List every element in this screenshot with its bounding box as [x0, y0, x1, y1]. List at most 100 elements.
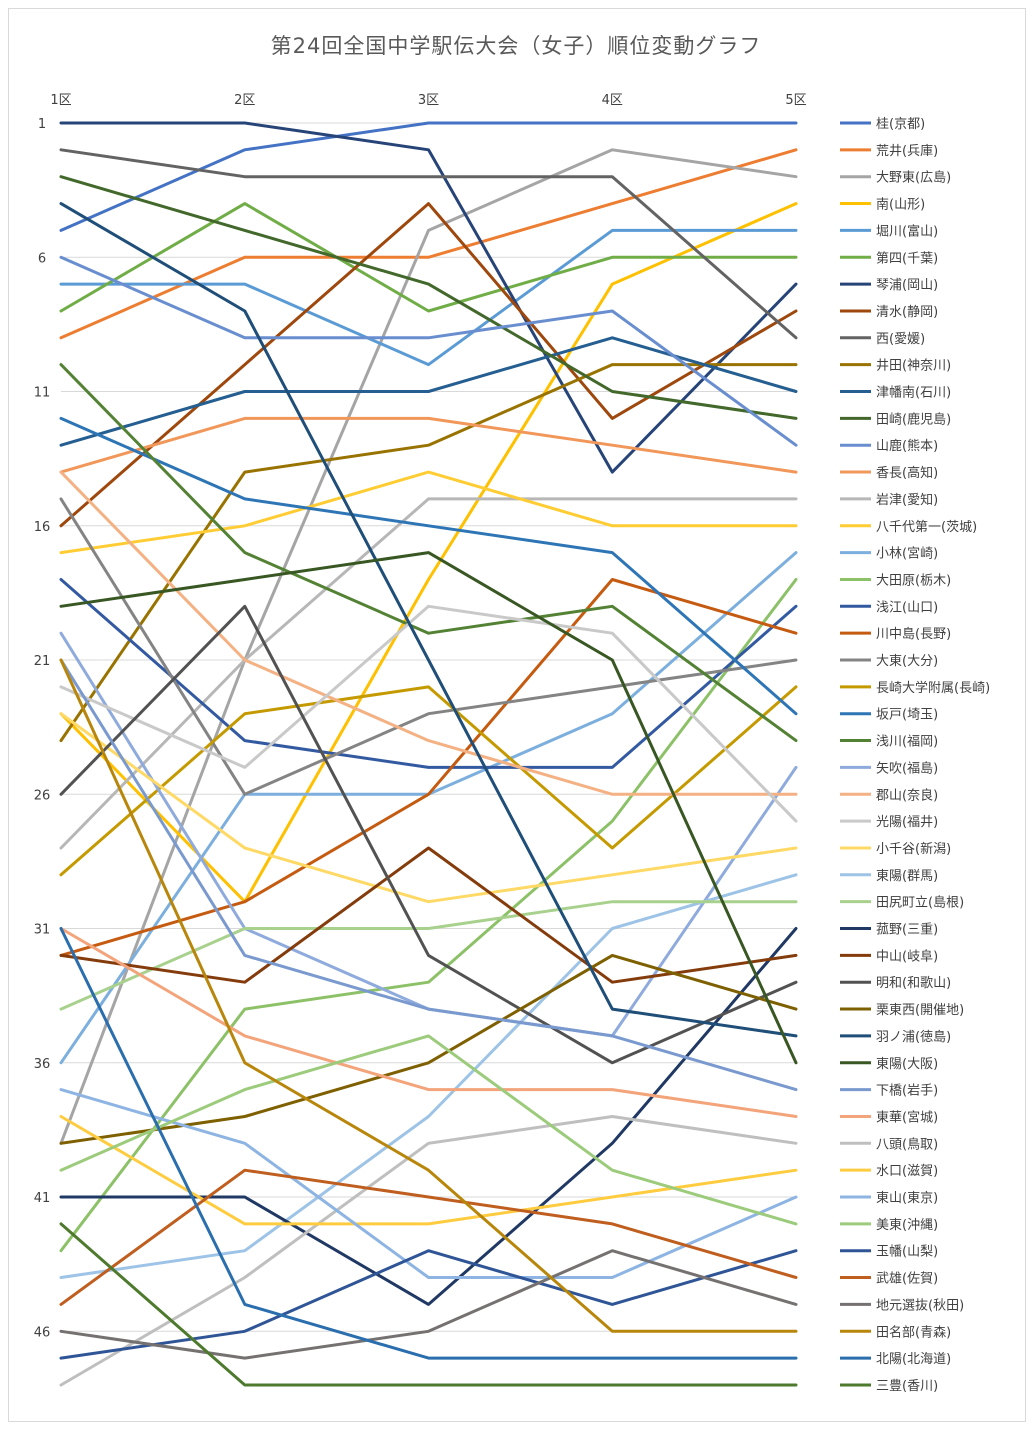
series-line	[59, 470, 798, 555]
legend-label: 荒井(兵庫)	[876, 144, 938, 159]
series-line	[59, 578, 798, 1253]
legend-label: 小千谷(新潟)	[876, 841, 951, 857]
legend-entry: 長崎大学附属(長崎)	[840, 680, 990, 696]
legend-label: 三豊(香川)	[876, 1379, 938, 1394]
series-line	[59, 497, 798, 796]
legend-label: 津幡南(石川)	[876, 385, 951, 401]
y-tick-label: 46	[34, 1325, 51, 1340]
legend-label: 長崎大学附属(長崎)	[876, 680, 990, 696]
series-line	[59, 121, 798, 474]
series-line	[59, 604, 798, 1065]
series-line	[59, 416, 798, 474]
legend-entry: 浅川(福岡)	[840, 735, 938, 750]
legend-entry: 坂戸(埼玉)	[840, 708, 938, 723]
legend-label: 地元選抜(秋田)	[876, 1297, 964, 1313]
legend-entry: 三豊(香川)	[840, 1379, 938, 1394]
series-line	[59, 1249, 798, 1360]
legend-label: 矢吹(福島)	[876, 761, 938, 776]
legend-entry: 郡山(奈良)	[840, 787, 938, 803]
legend-label: 香長(高知)	[876, 465, 938, 481]
series-line	[59, 1034, 798, 1226]
legend-label: 東陽(群馬)	[876, 868, 938, 884]
series-line	[59, 712, 798, 904]
legend-label: 北陽(北海道)	[876, 1352, 951, 1367]
legend-label: 坂戸(埼玉)	[876, 708, 938, 723]
series-line	[59, 1249, 798, 1360]
legend-entry: 北陽(北海道)	[840, 1352, 951, 1367]
legend-label: 浅江(山口)	[876, 600, 938, 615]
legend-entry: 津幡南(石川)	[840, 385, 951, 401]
series-line	[59, 202, 798, 1038]
legend-entry: 西(愛媛)	[840, 332, 925, 347]
legend-entry: 小千谷(新潟)	[840, 841, 951, 857]
series-line	[59, 1088, 798, 1279]
legend-entry: 中山(岐阜)	[840, 948, 938, 964]
series-line	[59, 363, 798, 743]
legend-entry: 香長(高知)	[840, 465, 938, 481]
legend-label: 郡山(奈良)	[876, 787, 938, 803]
legend-entry: 栗東西(開催地)	[840, 1002, 964, 1018]
y-tick-label: 41	[34, 1191, 51, 1206]
legend-entry: 第四(千葉)	[840, 251, 938, 266]
legend-label: 八頭(鳥取)	[876, 1137, 938, 1152]
series-line	[59, 202, 798, 528]
legend-entry: 井田(神奈川)	[840, 359, 951, 374]
x-axis-tick-labels: 1区 2区 3区 4区 5区	[50, 93, 806, 108]
legend-label: 水口(滋賀)	[876, 1164, 938, 1179]
y-tick-label: 26	[34, 788, 51, 803]
y-tick-label: 36	[34, 1057, 51, 1072]
legend-label: 田崎(鹿児島)	[876, 411, 951, 427]
legend-label: 山鹿(熊本)	[876, 438, 938, 454]
series-line	[59, 578, 798, 769]
legend-entry: 桂(京都)	[840, 117, 925, 132]
series-line	[59, 551, 798, 1065]
y-tick-label: 16	[34, 520, 51, 535]
legend-label: 栗東西(開催地)	[876, 1002, 964, 1018]
legend-label: 東陽(大阪)	[876, 1056, 938, 1072]
series-line	[59, 927, 798, 1360]
legend-entry: 大東(大分)	[840, 653, 938, 669]
series-line	[59, 873, 798, 1279]
x-tick-label: 5区	[785, 93, 806, 108]
legend-label: 羽ノ浦(徳島)	[876, 1030, 951, 1045]
legend-entry: 小林(宮崎)	[840, 546, 938, 562]
y-tick-label: 6	[38, 251, 46, 266]
legend-label: 田名部(青森)	[876, 1324, 951, 1340]
legend-entry: 水口(滋賀)	[840, 1164, 938, 1179]
legend-label: 西(愛媛)	[876, 332, 925, 347]
legend-entry: 堀川(富山)	[840, 223, 938, 239]
series-line	[59, 497, 798, 850]
legend-label: 川中島(長野)	[876, 627, 951, 642]
series-line	[59, 1222, 798, 1387]
legend-label: 東山(東京)	[876, 1190, 938, 1206]
legend-entry: 八頭(鳥取)	[840, 1137, 938, 1152]
series-line	[59, 416, 798, 716]
x-tick-label: 2区	[234, 93, 255, 108]
series-line	[59, 900, 798, 1011]
legend-label: 大東(大分)	[876, 653, 938, 669]
legend-entry: 浅江(山口)	[840, 600, 938, 615]
legend-label: 岩津(愛知)	[876, 492, 938, 508]
legend-entry: 美東(沖縄)	[840, 1217, 938, 1233]
legend-entry: 南(山形)	[840, 197, 925, 213]
y-tick-label: 1	[38, 117, 46, 132]
series-line	[59, 658, 798, 1333]
legend-entry: 武雄(佐賀)	[840, 1272, 938, 1287]
series-line	[59, 578, 798, 957]
legend-label: 井田(神奈川)	[876, 359, 951, 374]
series-line	[59, 202, 798, 313]
series-line	[59, 255, 798, 447]
legend: 桂(京都) 荒井(兵庫) 大野東(広島) 南(山形) 堀川(富山) 第四(千葉) 琴浦(岡山…	[840, 117, 990, 1394]
legend-entry: 山鹿(熊本)	[840, 438, 938, 454]
chart-title: 第24回全国中学駅伝大会（女子）順位変動グラフ	[270, 34, 762, 58]
legend-label: 南(山形)	[876, 197, 925, 213]
legend-entry: 東陽(群馬)	[840, 868, 938, 884]
legend-label: 東華(宮城)	[876, 1109, 938, 1125]
series-line	[59, 1168, 798, 1306]
legend-label: 中山(岐阜)	[876, 948, 938, 964]
legend-entry: 玉幡(山梨)	[840, 1245, 938, 1260]
legend-entry: 羽ノ浦(徳島)	[840, 1030, 951, 1045]
legend-label: 浅川(福岡)	[876, 735, 938, 750]
